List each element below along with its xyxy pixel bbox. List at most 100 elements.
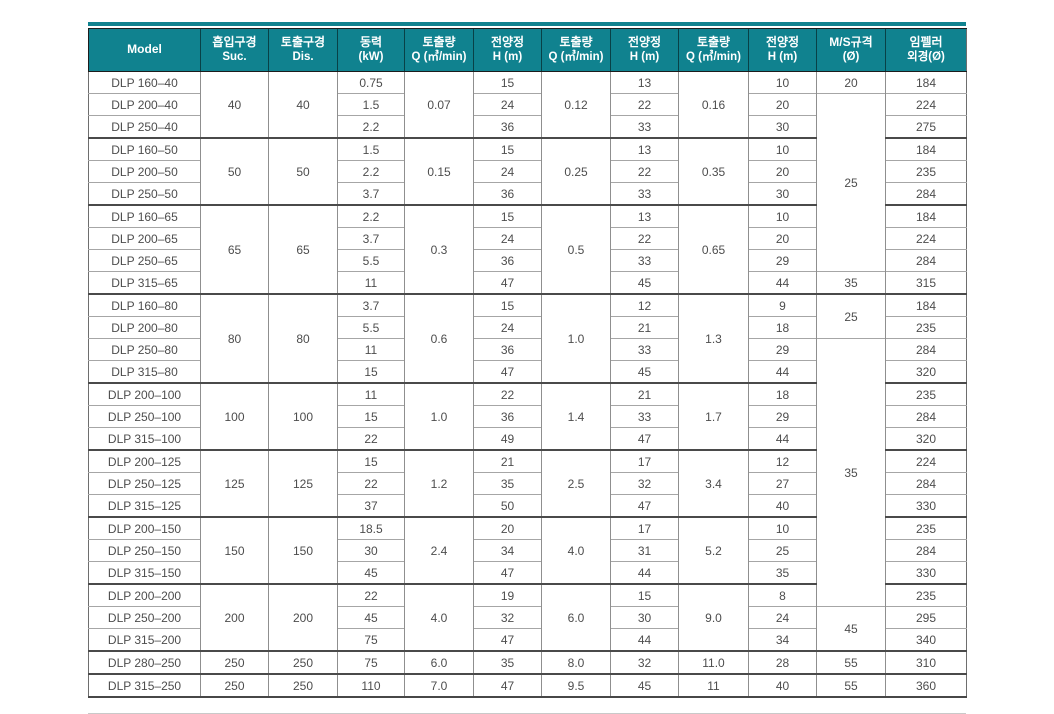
cell-power-kw: 5.5 xyxy=(337,249,405,272)
cell-ms-size: 55 xyxy=(816,673,886,697)
cell-flow-3: 0.35 xyxy=(678,137,749,205)
cell-discharge-size: 40 xyxy=(268,71,338,138)
table-row: DLP 250–50 3.7 36 33 30 284 xyxy=(88,182,967,205)
cell-head-2: 45 xyxy=(610,360,679,383)
cell-head-2: 30 xyxy=(610,606,679,629)
cell-impeller-diameter: 284 xyxy=(885,405,967,428)
cell-head-3: 34 xyxy=(748,628,817,651)
cell-power-kw: 11 xyxy=(337,382,405,406)
table-row: DLP 160–65 65 65 2.2 0.3 15 0.5 13 0.65 10 184 xyxy=(88,204,967,294)
cell-power-kw: 22 xyxy=(337,583,405,607)
cell-ms-size: 25 xyxy=(816,293,886,339)
cell-head-1: 49 xyxy=(473,427,542,450)
cell-impeller-diameter: 184 xyxy=(885,137,967,161)
cell-head-2: 32 xyxy=(610,650,679,674)
cell-head-3: 18 xyxy=(748,316,817,339)
cell-flow-2: 2.5 xyxy=(541,449,611,517)
cell-head-3: 27 xyxy=(748,472,817,495)
table-row: DLP 200–125 125 125 15 1.2 21 2.5 17 3.4 12 224 xyxy=(88,449,967,517)
cell-head-3: 10 xyxy=(748,71,817,94)
col-header-head-1: 전양정 H (m) xyxy=(473,28,542,72)
cell-power-kw: 2.2 xyxy=(337,160,405,183)
header-row: Model 흡입구경 Suc. 토출구경 Dis. 동력 (kW) 토출량 Q (㎥/m… xyxy=(88,28,967,72)
cell-head-3: 40 xyxy=(748,673,817,697)
cell-impeller-diameter: 184 xyxy=(885,71,967,94)
cell-power-kw: 2.2 xyxy=(337,115,405,138)
col-header-head-2: 전양정 H (m) xyxy=(610,28,679,72)
table-row: DLP 315–250 250 250 110 7.0 47 9.5 45 11 40 55 360 xyxy=(88,673,967,697)
cell-power-kw: 45 xyxy=(337,606,405,629)
cell-suction-size: 250 xyxy=(200,650,269,674)
cell-head-2: 17 xyxy=(610,449,679,473)
cell-head-1: 20 xyxy=(473,516,542,540)
cell-impeller-diameter: 320 xyxy=(885,360,967,383)
cell-flow-2: 4.0 xyxy=(541,516,611,584)
cell-head-1: 15 xyxy=(473,137,542,161)
cell-head-1: 47 xyxy=(473,628,542,651)
cell-power-kw: 110 xyxy=(337,673,405,697)
cell-flow-2: 0.12 xyxy=(541,71,611,138)
col-header-model: Model xyxy=(88,28,201,72)
cell-head-2: 22 xyxy=(610,160,679,183)
table-row: DLP 200–40 1.5 24 22 20 25 224 xyxy=(88,93,967,272)
cell-model: DLP 315–250 xyxy=(88,673,201,697)
cell-head-1: 21 xyxy=(473,449,542,473)
cell-head-1: 47 xyxy=(473,561,542,584)
cell-flow-1: 7.0 xyxy=(404,673,474,697)
cell-impeller-diameter: 224 xyxy=(885,93,967,116)
cell-model: DLP 250–80 xyxy=(88,338,201,361)
cell-model: DLP 250–50 xyxy=(88,182,201,205)
cell-discharge-size: 200 xyxy=(268,583,338,651)
cell-ms-size: 35 xyxy=(816,271,886,294)
cell-power-kw: 3.7 xyxy=(337,227,405,250)
cell-flow-2: 8.0 xyxy=(541,650,611,674)
cell-power-kw: 1.5 xyxy=(337,137,405,161)
cell-power-kw: 15 xyxy=(337,449,405,473)
table-row: DLP 250–150 30 34 31 25 284 xyxy=(88,539,967,562)
cell-model: DLP 200–200 xyxy=(88,583,201,607)
cell-head-3: 24 xyxy=(748,606,817,629)
cell-impeller-diameter: 284 xyxy=(885,249,967,272)
cell-head-3: 44 xyxy=(748,427,817,450)
cell-power-kw: 0.75 xyxy=(337,71,405,94)
cell-flow-1: 0.15 xyxy=(404,137,474,205)
table-row: DLP 200–100 100 100 11 1.0 22 1.4 21 1.7 18 235 xyxy=(88,382,967,450)
cell-head-1: 32 xyxy=(473,606,542,629)
cell-ms-size: 25 xyxy=(816,93,886,272)
cell-head-3: 29 xyxy=(748,249,817,272)
cell-discharge-size: 65 xyxy=(268,204,338,294)
cell-head-3: 29 xyxy=(748,338,817,361)
cell-suction-size: 50 xyxy=(200,137,269,205)
table-row: DLP 250–125 22 35 32 27 284 xyxy=(88,472,967,495)
cell-flow-3: 1.7 xyxy=(678,382,749,450)
cell-head-2: 44 xyxy=(610,628,679,651)
col-header-flow-3: 토출량 Q (㎥/min) xyxy=(678,28,749,72)
table-row: DLP 250–40 2.2 36 33 30 275 xyxy=(88,115,967,138)
cell-suction-size: 200 xyxy=(200,583,269,651)
spec-table-container: Model 흡입구경 Suc. 토출구경 Dis. 동력 (kW) 토출량 Q (㎥/m… xyxy=(88,22,967,714)
cell-head-3: 20 xyxy=(748,93,817,116)
table-row: DLP 315–100 22 49 47 44 320 xyxy=(88,427,967,450)
cell-suction-size: 80 xyxy=(200,293,269,383)
cell-power-kw: 11 xyxy=(337,338,405,361)
cell-head-3: 20 xyxy=(748,227,817,250)
col-header-flow-1: 토출량 Q (㎥/min) xyxy=(404,28,474,72)
cell-impeller-diameter: 235 xyxy=(885,160,967,183)
cell-model: DLP 315–200 xyxy=(88,628,201,651)
table-row: DLP 250–65 5.5 36 33 29 284 xyxy=(88,249,967,272)
cell-model: DLP 280–250 xyxy=(88,650,201,674)
cell-impeller-diameter: 330 xyxy=(885,561,967,584)
cell-power-kw: 3.7 xyxy=(337,182,405,205)
cell-suction-size: 65 xyxy=(200,204,269,294)
table-row: DLP 250–200 45 32 30 24 45 295 xyxy=(88,606,967,651)
cell-model: DLP 200–65 xyxy=(88,227,201,250)
cell-head-1: 35 xyxy=(473,472,542,495)
cell-discharge-size: 80 xyxy=(268,293,338,383)
table-row: DLP 315–150 45 47 44 35 330 xyxy=(88,561,967,584)
pump-spec-table: Model 흡입구경 Suc. 토출구경 Dis. 동력 (kW) 토출량 Q (㎥/m… xyxy=(88,28,967,698)
cell-head-3: 40 xyxy=(748,494,817,517)
cell-head-2: 31 xyxy=(610,539,679,562)
cell-head-3: 18 xyxy=(748,382,817,406)
cell-flow-3: 11 xyxy=(678,673,749,697)
table-row: DLP 200–200 200 200 22 4.0 19 6.0 15 9.0 8 235 xyxy=(88,583,967,651)
